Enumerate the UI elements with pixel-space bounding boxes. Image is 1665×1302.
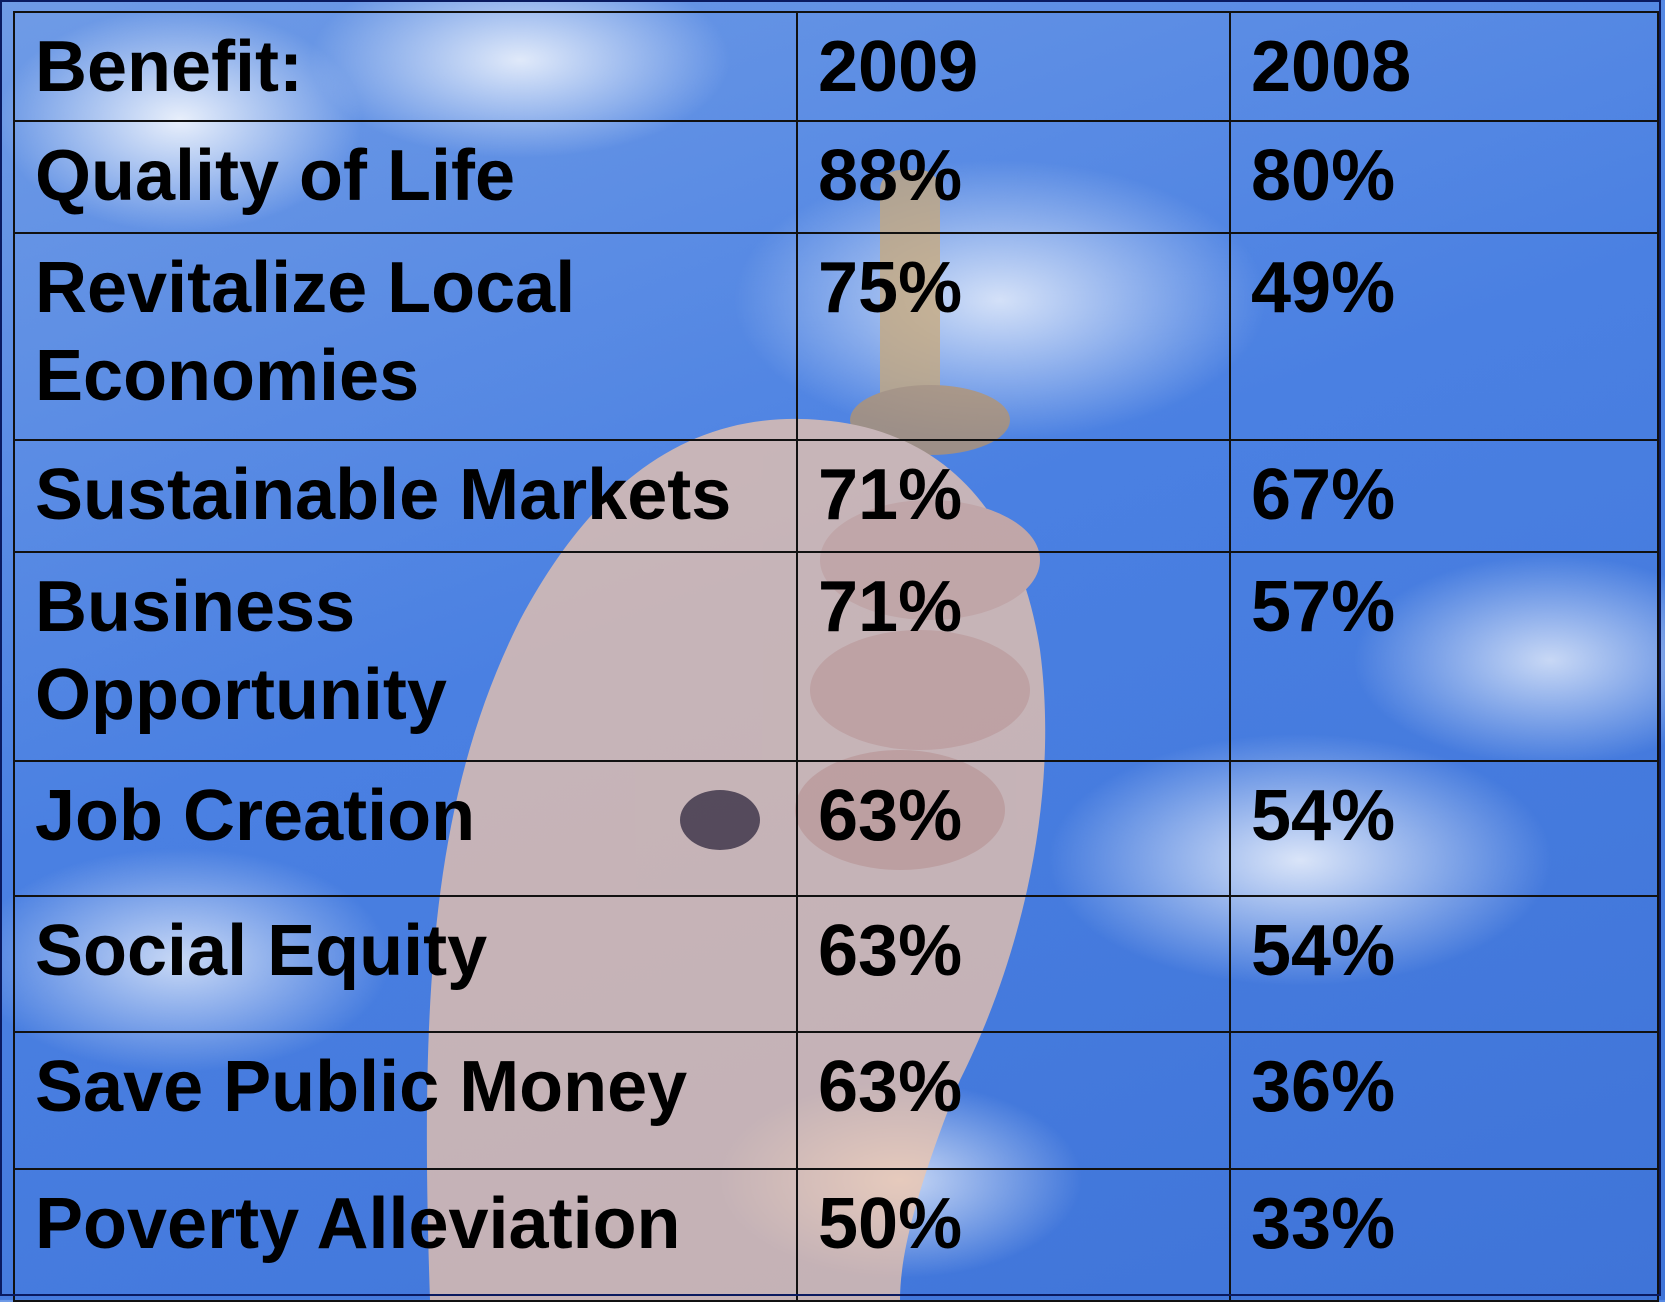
percent-cell: 50% — [797, 1169, 1230, 1301]
percent-cell: 71% — [797, 552, 1230, 761]
percent-cell: 54% — [1230, 761, 1658, 896]
percent-cell: 67% — [1230, 440, 1658, 552]
percent-cell: 36% — [1230, 1032, 1658, 1169]
benefit-cell: Social Equity — [14, 896, 797, 1032]
percent-cell: 57% — [1230, 552, 1658, 761]
benefit-cell: Revitalize Local Economies — [14, 233, 797, 440]
benefit-cell: Business Opportunity — [14, 552, 797, 761]
percent-cell: 63% — [797, 896, 1230, 1032]
benefit-cell: Job Creation — [14, 761, 797, 896]
benefit-cell: Sustainable Markets — [14, 440, 797, 552]
percent-cell: 71% — [797, 440, 1230, 552]
benefit-cell: Quality of Life — [14, 121, 797, 233]
percent-cell: 80% — [1230, 121, 1658, 233]
benefit-cell: Poverty Alleviation — [14, 1169, 797, 1301]
percent-cell: 2009 — [797, 12, 1230, 121]
percent-cell: 88% — [797, 121, 1230, 233]
percent-cell: 75% — [797, 233, 1230, 440]
percent-cell: 49% — [1230, 233, 1658, 440]
benefit-cell: Benefit: — [14, 12, 797, 121]
benefit-cell: Save Public Money — [14, 1032, 797, 1169]
percent-cell: 2008 — [1230, 12, 1658, 121]
percent-cell: 63% — [797, 1032, 1230, 1169]
percent-cell: 33% — [1230, 1169, 1658, 1301]
slide: Benefit:20092008Quality of Life88%80%Rev… — [0, 0, 1665, 1300]
percent-cell: 63% — [797, 761, 1230, 896]
percent-cell: 54% — [1230, 896, 1658, 1032]
